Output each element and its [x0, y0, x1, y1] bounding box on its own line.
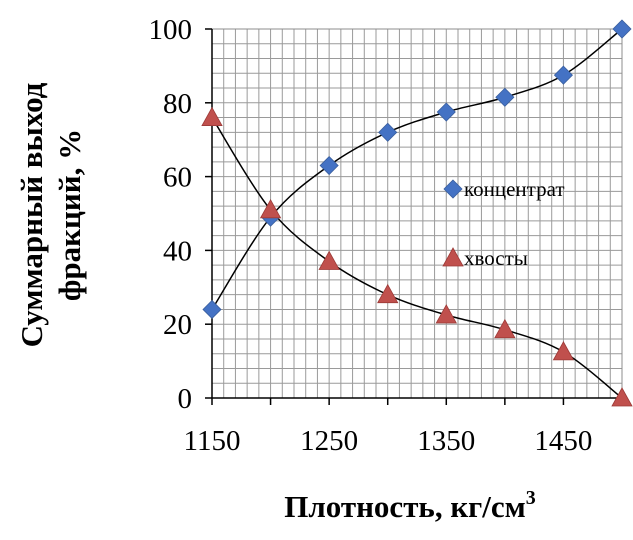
y-tick-labels: 0 20 40 60 80 100: [149, 14, 193, 415]
x-tick-label: 1150: [184, 425, 241, 457]
plot-frame: [205, 28, 623, 405]
data-markers: [201, 19, 633, 407]
legend-marker-tailings: [442, 247, 464, 267]
y-tick-label: 40: [163, 235, 192, 267]
tailings-point: [435, 304, 457, 324]
y-tick-label: 0: [178, 383, 193, 415]
concentrate-point: [553, 65, 573, 85]
legend-label-tailings: хвосты: [464, 246, 528, 270]
tailings-point: [201, 106, 223, 126]
tailings-point: [318, 250, 340, 270]
y-tick-label: 100: [149, 14, 193, 46]
concentrate-point: [319, 155, 339, 176]
x-tick-label: 1450: [534, 425, 592, 457]
x-tick-label: 1250: [300, 425, 358, 457]
concentrate-point: [202, 299, 222, 320]
legend-label-concentrate: концентрат: [464, 177, 565, 201]
x-tick-labels: 1150 1250 1350 1450: [184, 425, 593, 457]
concentrate-point: [378, 122, 398, 142]
tailings-point: [611, 387, 633, 407]
tailings-point: [377, 283, 399, 304]
y-axis-title-line1: Суммарный выход: [14, 82, 49, 347]
legend-marker-concentrate: [443, 179, 463, 199]
x-axis-title-text: Плотность, кг/см: [284, 489, 526, 524]
y-axis-title-line2: фракций, %: [52, 129, 87, 301]
grid: [211, 28, 623, 399]
y-tick-label: 20: [163, 309, 192, 341]
y-tick-label: 80: [163, 88, 192, 120]
concentrate-point: [495, 87, 515, 107]
x-axis-title: Плотность, кг/см3: [284, 487, 536, 524]
legend: концентрат хвосты: [442, 177, 565, 270]
y-tick-label: 60: [163, 162, 192, 194]
x-axis-title-superscript: 3: [526, 487, 536, 509]
concentrate-point: [436, 102, 456, 122]
x-tick-label: 1350: [417, 425, 475, 457]
concentrate-point: [612, 19, 632, 39]
tailings-point: [259, 198, 282, 219]
tailings-point: [494, 318, 516, 339]
tailings-point: [552, 341, 575, 361]
